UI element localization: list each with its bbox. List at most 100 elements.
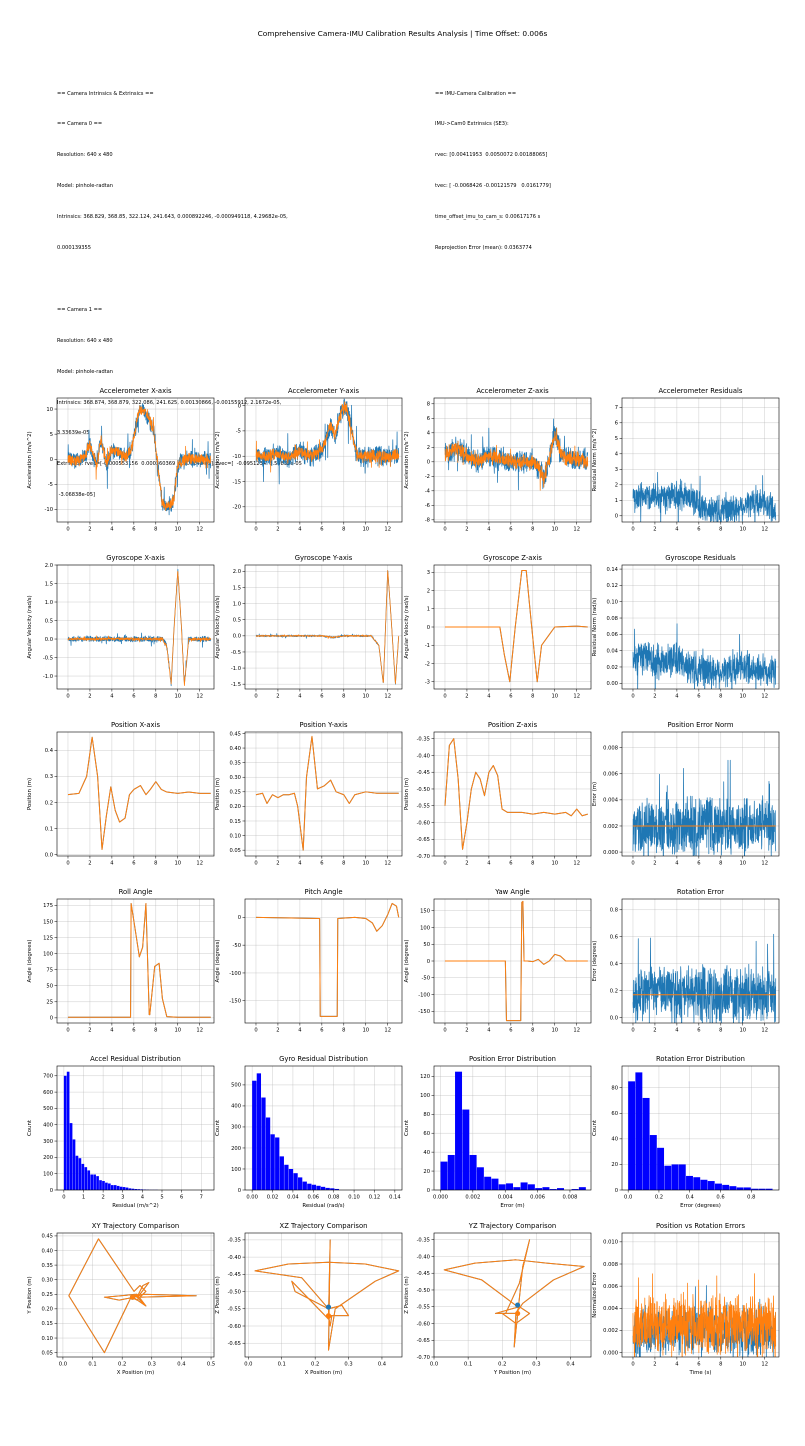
x-tick-label: 6	[509, 694, 512, 700]
histogram-bar	[87, 1170, 91, 1190]
subplot-title: Rotation Error Distribution	[656, 1055, 745, 1063]
subplot-title: Gyroscope X-axis	[106, 554, 165, 562]
histogram-bar	[252, 1080, 257, 1190]
info-line: == Camera 1 ==	[57, 306, 103, 313]
histogram-bar	[571, 1189, 579, 1190]
x-tick-label: 10	[739, 1028, 746, 1034]
histogram-bar	[642, 1097, 650, 1190]
y-tick-label: 0.40	[41, 1248, 53, 1254]
histogram-bar	[628, 1081, 636, 1190]
y-tick-label: -0.50	[228, 1289, 241, 1295]
y-tick-label: -0.55	[417, 1305, 430, 1311]
imu-camera-calibration-text: == IMU-Camera Calibration == IMU->Cam0 E…	[435, 68, 551, 274]
x-tick-label: 6	[132, 527, 135, 533]
x-tick-label: 0	[66, 694, 69, 700]
x-tick-label: 0.004	[498, 1195, 514, 1201]
y-tick-label: 0.002	[603, 1328, 618, 1334]
y-tick-label: -0.35	[228, 1238, 241, 1244]
histogram-bar	[729, 1186, 737, 1190]
histogram-bar	[440, 1161, 448, 1190]
x-tick-label: 4	[141, 1195, 145, 1201]
y-axis-label: Acceleration (m/s^2)	[27, 431, 33, 488]
histogram-bar	[334, 1188, 340, 1190]
x-tick-label: 2	[101, 1195, 104, 1201]
histogram-bar	[664, 1165, 672, 1190]
y-tick-label: 1.5	[45, 581, 53, 587]
y-tick-label: -3	[425, 680, 430, 686]
y-tick-label: 0.15	[229, 819, 241, 825]
x-tick-label: 0	[254, 861, 257, 867]
subplot-9: 0 2 4 6 8 10 12 0.0 0.1 0.2 0.3 0.4 Position X-axis P…	[27, 721, 215, 867]
info-line: IMU->Cam0 Extrinsics (SE3):	[435, 121, 509, 128]
subplot-5: 0 2 4 6 8 10 12 -1.0 -0.5 0.0 0.5 1.0 1.5 2.0 Gyroscop…	[27, 554, 215, 700]
histogram-bar	[714, 1183, 722, 1190]
histogram-bar	[66, 1071, 70, 1190]
y-tick-label: 0.0	[45, 637, 53, 643]
subplot-title: Position Z-axis	[488, 721, 538, 729]
x-tick-label: 2	[653, 1362, 656, 1368]
x-tick-label: 4	[675, 527, 679, 533]
x-tick-label: 12	[573, 527, 580, 533]
x-tick-label: 12	[573, 861, 580, 867]
histogram-bar	[69, 1123, 73, 1190]
x-tick-label: 0	[443, 861, 446, 867]
subplot-18: 0.00 0.02 0.04 0.06 0.08 0.10 0.12 0.14 0 100 200 3…	[215, 1055, 403, 1209]
subplot-title: Rotation Error	[677, 888, 724, 896]
histogram-bar	[686, 1175, 693, 1190]
series-line	[444, 427, 589, 491]
y-tick-label: 0.5	[233, 618, 241, 624]
x-tick-label: 12	[384, 861, 391, 867]
y-tick-label: 0.30	[229, 775, 241, 781]
x-tick-label: 6	[697, 1362, 700, 1368]
y-tick-label: 0	[238, 1188, 241, 1194]
y-tick-label: -0.5	[43, 655, 53, 661]
y-tick-label: 0.08	[606, 616, 618, 622]
series-line	[632, 933, 777, 1023]
y-tick-label: 0.8	[610, 908, 618, 914]
x-tick-label: 0.3	[344, 1362, 352, 1368]
y-tick-label: 2	[615, 483, 618, 489]
x-tick-label: 6	[320, 694, 323, 700]
histogram-bar	[108, 1183, 111, 1190]
subplot-17: 0 1 2 3 4 5 6 7 0 100 200 300 400 500 600 700 Accel Resi…	[27, 1055, 215, 1209]
y-tick-label: -2	[425, 474, 430, 480]
axes-frame	[56, 898, 215, 1024]
x-tick-label: 4	[675, 861, 679, 867]
y-tick-label: 0	[427, 1188, 430, 1194]
x-tick-label: 8	[154, 694, 157, 700]
x-tick-label: 0.1	[88, 1362, 96, 1368]
y-tick-label: 0	[238, 403, 241, 409]
y-tick-label: 75	[46, 967, 53, 973]
y-tick-label: 1.5	[233, 585, 241, 591]
histogram-bar	[131, 1188, 135, 1190]
x-tick-label: 4	[110, 694, 114, 700]
series-line	[67, 736, 211, 850]
y-tick-label: 100	[420, 925, 430, 931]
y-tick-label: 0.5	[45, 618, 53, 624]
x-tick-label: 12	[573, 694, 580, 700]
x-tick-label: 2	[88, 1028, 91, 1034]
series-line	[254, 1239, 400, 1351]
y-tick-label: 50	[423, 942, 430, 948]
x-tick-label: 4	[110, 861, 114, 867]
series-line	[443, 1239, 585, 1348]
x-tick-label: 6	[132, 1028, 135, 1034]
y-tick-label: 40	[423, 1150, 430, 1156]
y-tick-label: 6	[615, 421, 618, 427]
x-tick-label: 5	[160, 1195, 163, 1201]
axes-frame	[244, 898, 403, 1024]
y-tick-label: 0.05	[229, 848, 241, 854]
histogram-bar	[261, 1097, 266, 1190]
x-tick-label: 0	[631, 1362, 634, 1368]
y-tick-label: 300	[43, 1139, 53, 1145]
y-axis-label: Count	[404, 1120, 410, 1136]
y-tick-label: 8	[427, 402, 430, 408]
histogram-bar	[102, 1181, 105, 1190]
x-axis-label: Residual (m/s^2)	[112, 1203, 159, 1209]
y-tick-label: 0.35	[41, 1263, 53, 1269]
axes-frame	[56, 564, 215, 690]
x-tick-label: 8	[719, 861, 722, 867]
x-tick-label: 8	[531, 694, 534, 700]
y-tick-label: 0	[50, 1016, 53, 1022]
y-tick-label: 0.004	[603, 798, 619, 804]
